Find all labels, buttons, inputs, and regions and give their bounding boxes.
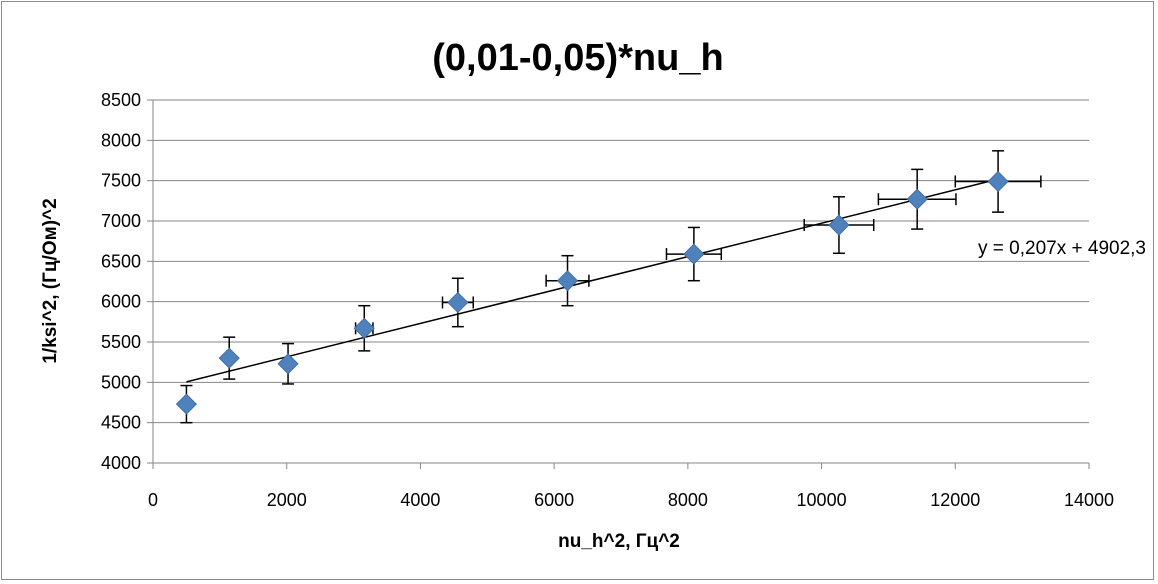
data-point — [277, 353, 299, 375]
y-tick-labels: 4000 4500 5000 5500 6000 6500 7000 7500 8000 8500 — [101, 90, 141, 473]
y-tick-label: 8000 — [101, 130, 141, 150]
x-tick-label: 2000 — [267, 490, 307, 510]
y-tick-label: 5000 — [101, 372, 141, 392]
x-tick-label: 0 — [148, 490, 158, 510]
x-axis-title: nu_h^2, Гц^2 — [558, 531, 680, 552]
x-tick-label: 12000 — [930, 490, 980, 510]
data-point — [683, 243, 705, 265]
x-tick-label: 8000 — [668, 490, 708, 510]
y-axis-title: 1/ksi^2, (Гц/Ом)^2 — [40, 198, 61, 363]
x-tick-label: 4000 — [400, 490, 440, 510]
y-tick-label: 7000 — [101, 211, 141, 231]
data-point — [987, 170, 1009, 193]
data-point — [447, 291, 469, 314]
chart-title: (0,01-0,05)*nu_h — [432, 37, 723, 79]
y-tick-label: 5500 — [101, 332, 141, 352]
x-tick-labels: 0 2000 4000 6000 8000 10000 12000 14000 — [148, 490, 1114, 510]
trendline-equation: y = 0,207x + 4902,3 — [978, 238, 1146, 259]
data-point — [906, 188, 928, 210]
trendline — [186, 178, 999, 383]
x-tick-label: 14000 — [1064, 490, 1114, 510]
x-tick-label: 6000 — [534, 490, 574, 510]
y-tick-label: 4000 — [101, 453, 141, 473]
data-point — [218, 347, 240, 369]
data-point — [175, 393, 197, 415]
y-tick-label: 7500 — [101, 171, 141, 191]
data-point — [556, 270, 579, 292]
y-tick-label: 8500 — [101, 90, 141, 110]
trendline-layer — [186, 178, 999, 383]
data-point — [353, 317, 375, 339]
axis-layer — [147, 99, 1090, 469]
y-tick-label: 6500 — [101, 251, 141, 271]
data-point — [828, 214, 850, 236]
x-tick-label: 10000 — [797, 490, 847, 510]
data-points — [175, 170, 1009, 415]
y-tick-label: 6000 — [101, 292, 141, 312]
grid-layer — [153, 99, 1089, 424]
y-tick-label: 4500 — [101, 413, 141, 433]
